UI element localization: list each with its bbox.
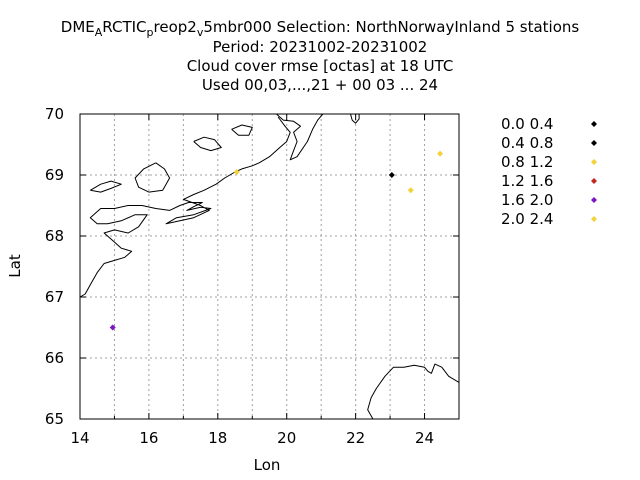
coastline (367, 363, 460, 420)
title-part: reop2 (153, 18, 197, 36)
grid-lines (80, 114, 459, 419)
y-tick-label: 69 (45, 166, 64, 184)
plot-frame (79, 113, 460, 420)
legend-label: 1.6 2.0 (501, 191, 553, 209)
title-part: 5mbr000 Selection: NorthNorwayInland 5 s… (203, 18, 580, 36)
x-tick-label: 20 (277, 429, 296, 447)
legend-marker (591, 140, 597, 146)
title-part: RCTIC (102, 18, 147, 36)
legend: 0.0 0.40.4 0.80.8 1.21.2 1.61.6 2.02.0 2… (501, 115, 597, 228)
used-hours-label: Used 00,03,...,21 + 00 03 ... 24 (201, 76, 439, 94)
axis-ticks: 14 16 18 20 22 24 65 66 67 68 69 70 (45, 105, 459, 447)
legend-marker (591, 121, 597, 127)
coastline (193, 136, 222, 152)
coastline (79, 116, 291, 298)
station-point (407, 187, 414, 194)
coastline (276, 113, 324, 161)
station-point (109, 324, 116, 331)
station-point (388, 172, 395, 178)
y-tick-label: 68 (45, 227, 64, 245)
title-subscript: v (196, 26, 204, 39)
legend-marker (591, 178, 597, 184)
coastline (134, 162, 171, 193)
y-tick-label: 65 (45, 410, 64, 428)
coastline-layer (79, 113, 460, 420)
title-subscript: A (94, 26, 103, 39)
x-tick-label: 24 (415, 429, 434, 447)
chart-subtitle: Cloud cover rmse [octas] at 18 UTC (186, 57, 454, 75)
y-tick-label: 70 (45, 105, 64, 123)
legend-marker (591, 216, 597, 222)
title-subscript: p (146, 26, 154, 39)
coastline (231, 124, 253, 136)
y-tick-label: 67 (45, 288, 64, 306)
station-point (233, 168, 240, 175)
legend-label: 1.2 1.6 (501, 172, 553, 190)
period-label: Period: 20231002-20231002 (212, 38, 428, 56)
legend-label: 0.4 0.8 (501, 134, 553, 152)
x-tick-label: 16 (139, 429, 158, 447)
x-tick-label: 18 (208, 429, 227, 447)
y-tick-label: 66 (45, 349, 64, 367)
x-tick-label: 22 (346, 429, 365, 447)
station-point (437, 150, 444, 157)
x-axis-label: Lon (254, 456, 281, 474)
y-axis-label: Lat (6, 254, 24, 278)
title-part: DME (60, 18, 95, 36)
station-points (109, 150, 444, 331)
x-tick-label: 14 (70, 429, 89, 447)
legend-label: 0.8 1.2 (501, 153, 553, 171)
coastline (350, 113, 360, 124)
legend-label: 2.0 2.4 (501, 210, 553, 228)
legend-marker (591, 159, 597, 165)
coastline (90, 180, 122, 193)
legend-label: 0.0 0.4 (501, 115, 553, 133)
chart-title-line-1: DMEARCTICpreop2v5mbr000 Selection: North… (0, 18, 640, 42)
legend-marker (591, 197, 597, 203)
